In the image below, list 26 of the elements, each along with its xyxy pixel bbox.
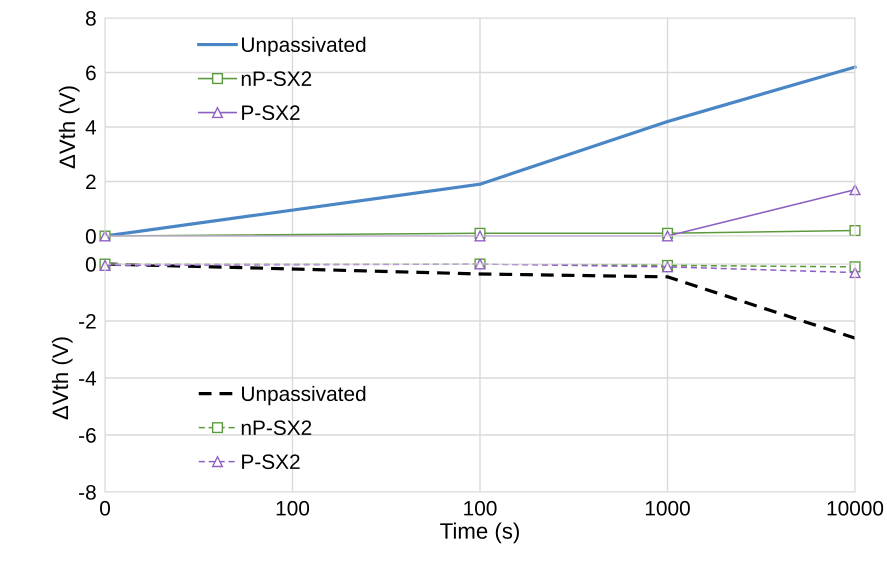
y-tick-label: 4: [86, 120, 96, 135]
legend-label: Unpassivated: [242, 386, 366, 406]
x-tick-label: 0: [100, 500, 110, 516]
x-tick-label: 100: [276, 500, 310, 516]
x-tick-label: 100: [464, 500, 497, 516]
legend-label: nP-SX2: [242, 71, 312, 86]
y-tick-label: 6: [86, 66, 96, 80]
y-tick-label: -4: [79, 371, 96, 386]
y-tick-label: 0: [86, 229, 96, 244]
legend-label: P-SX2: [242, 105, 300, 120]
y-tick-label: 8: [86, 11, 96, 26]
y-tick-label: -6: [79, 428, 96, 443]
point: [474, 230, 486, 242]
x-axis-title: Time (s): [440, 522, 519, 544]
y-axis-title: ΔVth (V): [58, 86, 80, 168]
legend-label: nP-SX2: [242, 420, 312, 436]
x-tick-label: 1000: [646, 500, 690, 516]
y-tick-label: -8: [79, 485, 96, 500]
point: [662, 230, 674, 242]
legend-label: Unpassivated: [242, 36, 366, 56]
y-tick-label: 2: [86, 174, 96, 190]
x-tick-label: 10000: [828, 500, 884, 516]
y-axis-title: ΔVth (V): [52, 337, 73, 420]
y-tick-label: -2: [79, 314, 96, 329]
legend-label: P-SX2: [242, 454, 300, 470]
y-tick-label: 0: [86, 257, 96, 272]
